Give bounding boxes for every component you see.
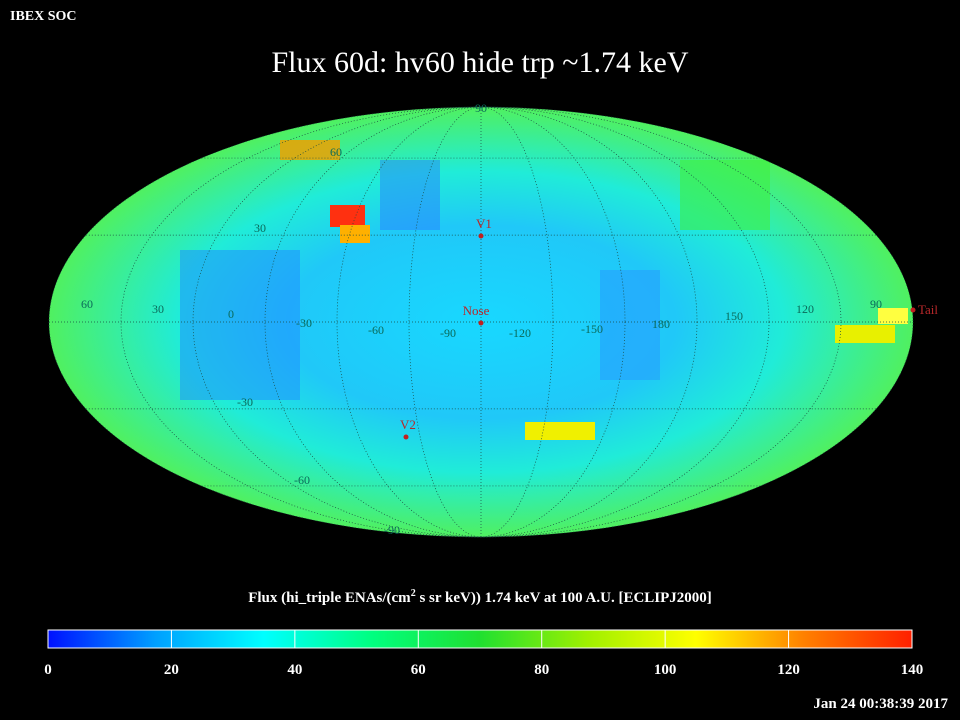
colorbar-title-part: 2 [411,588,416,599]
flux-patches [180,140,908,440]
longitude-label: 60 [81,297,93,311]
longitude-label: -90 [440,326,456,340]
org-label: IBEX SOC [10,9,77,24]
longitude-label: -30 [296,316,312,330]
colorbar-tick-label: 60 [411,662,426,678]
longitude-label: 30 [152,302,164,316]
hot-spot [330,205,365,227]
longitude-label: -120 [509,326,531,340]
colorbar-tick-label: 140 [901,662,924,678]
hot-spot [835,325,895,343]
colorbar-tick-label: 0 [44,662,52,678]
colorbar-tick-label: 20 [164,662,179,678]
marker-label: Nose [463,303,490,318]
colorbar: 0 20 40 60 80 100 120 140 [44,629,924,678]
longitude-label: 150 [725,309,743,323]
low-flux-patch [600,270,660,380]
latitude-label: 60 [330,145,342,159]
hot-spot [340,225,370,243]
marker-dot [403,434,409,440]
colorbar-tick-label: 80 [534,662,549,678]
latitude-label: -60 [294,473,310,487]
marker-dot [478,233,484,239]
longitude-label: 0 [228,307,234,321]
colorbar-tick-label: 120 [777,662,800,678]
map-labels: 60 30 0 -30 -60 -90 -120 -150 180 150 120 90 90 60 30 -… [81,101,938,537]
hot-spot [878,308,908,324]
marker-label: V2 [400,417,416,432]
colorbar-title: Flux (hi_triple ENAs/(cm2 s sr keV)) 1.7… [248,588,712,606]
hot-spot [525,422,595,440]
latitude-label: 30 [254,221,266,235]
low-flux-patch [180,250,300,400]
high-flux-patch [680,160,770,230]
hot-spot [280,140,340,160]
longitude-label: 120 [796,302,814,316]
timestamp: Jan 24 00:38:39 2017 [813,696,948,712]
colorbar-ramp [47,629,913,649]
longitude-label: -60 [368,323,384,337]
longitude-label: -150 [581,322,603,336]
map-title: Flux 60d: hv60 hide trp ~1.74 keV [271,46,688,79]
latitude-label: 90 [475,101,487,115]
colorbar-title-part: s sr keV)) 1.74 keV at 100 A.U. [ECLIPJ2… [416,590,712,606]
marker-dot [910,307,916,313]
low-flux-patch [380,160,440,230]
latitude-label: -30 [237,395,253,409]
colorbar-tick-label: 100 [654,662,677,678]
longitude-label: 90 [870,297,882,311]
longitude-label: 180 [652,317,670,331]
latitude-label: -90 [384,523,400,537]
graticule [48,106,914,538]
marker-dot [478,320,484,326]
marker-label: Tail [918,302,938,317]
colorbar-title-part: Flux (hi_triple ENAs/(cm [248,590,411,606]
colorbar-tick-label: 40 [287,662,302,678]
marker-label: V1 [476,216,492,231]
